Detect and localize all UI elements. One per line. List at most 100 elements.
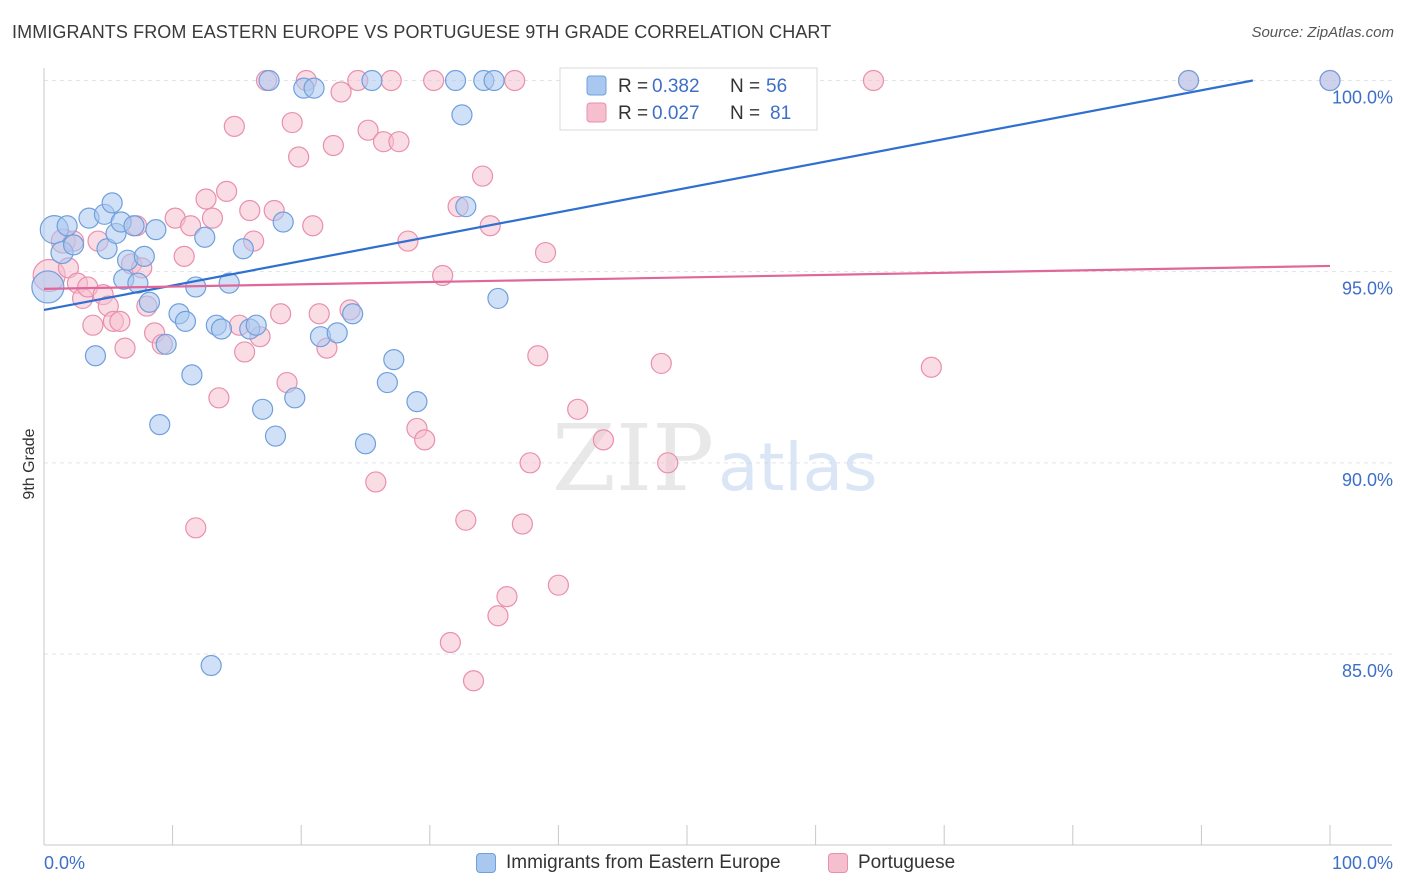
point-eastern-europe: [258, 69, 280, 92]
series-eastern-europe-points: [31, 69, 1341, 677]
point-portuguese: [496, 586, 518, 608]
point-eastern-europe: [252, 398, 274, 420]
point-portuguese: [567, 398, 589, 420]
watermark-atlas: atlas: [718, 429, 878, 506]
point-eastern-europe: [174, 310, 197, 332]
stats-r-label-pink: R =: [618, 103, 648, 124]
point-eastern-europe: [181, 364, 203, 386]
point-eastern-europe: [200, 654, 222, 677]
point-eastern-europe: [138, 291, 161, 313]
point-eastern-europe: [326, 322, 348, 344]
watermark-zip: ZIP: [552, 405, 714, 512]
point-eastern-europe: [361, 69, 383, 92]
point-portuguese: [388, 131, 410, 153]
point-portuguese: [511, 513, 533, 535]
point-eastern-europe: [1319, 69, 1341, 92]
point-portuguese: [234, 341, 256, 363]
point-eastern-europe: [487, 287, 509, 310]
point-eastern-europe: [303, 77, 325, 99]
y-tick-label: 100.0%: [1332, 88, 1393, 108]
point-eastern-europe: [101, 192, 123, 214]
point-portuguese: [109, 310, 131, 332]
point-portuguese: [519, 452, 541, 474]
x-tick-label-left: 0.0%: [44, 853, 85, 873]
x-tick-label-right: 100.0%: [1332, 853, 1393, 873]
legend-swatch-blue: [476, 853, 496, 873]
point-portuguese: [487, 605, 509, 627]
point-eastern-europe: [1177, 69, 1200, 92]
stats-swatch-pink: [586, 102, 607, 123]
point-eastern-europe: [133, 245, 155, 267]
legend-item-portuguese[interactable]: Portuguese: [828, 852, 955, 874]
y-tick-labels: 100.0% 95.0% 90.0% 85.0%: [1332, 88, 1393, 682]
point-eastern-europe: [383, 349, 405, 371]
stats-r-value-blue: 0.382: [652, 76, 700, 97]
point-portuguese: [357, 119, 379, 141]
point-eastern-europe: [284, 387, 306, 409]
point-portuguese: [439, 631, 461, 654]
point-portuguese: [527, 345, 549, 367]
point-eastern-europe: [264, 425, 287, 447]
point-eastern-europe: [123, 215, 145, 237]
point-portuguese: [455, 509, 477, 531]
stats-swatch-blue: [586, 75, 607, 96]
point-portuguese: [471, 165, 494, 187]
point-portuguese: [504, 69, 526, 92]
axes: [43, 68, 1392, 846]
point-eastern-europe: [245, 314, 267, 336]
gridlines: [44, 80, 1392, 655]
point-portuguese: [208, 387, 230, 409]
point-eastern-europe: [451, 104, 473, 126]
point-portuguese: [180, 215, 202, 237]
point-portuguese: [423, 69, 445, 92]
legend-label-portuguese: Portuguese: [858, 852, 956, 873]
point-eastern-europe: [210, 318, 233, 340]
point-eastern-europe: [232, 238, 254, 260]
stats-r-value-pink: 0.027: [652, 103, 700, 124]
point-eastern-europe: [56, 215, 78, 237]
chart-title: IMMIGRANTS FROM EASTERN EUROPE VS PORTUG…: [12, 22, 832, 42]
point-portuguese: [592, 429, 615, 451]
point-portuguese: [270, 303, 292, 325]
point-eastern-europe: [84, 345, 107, 367]
point-eastern-europe: [194, 226, 216, 248]
point-portuguese: [920, 356, 942, 378]
point-portuguese: [239, 199, 261, 222]
point-eastern-europe: [62, 234, 85, 256]
point-portuguese: [114, 337, 136, 359]
point-portuguese: [288, 146, 310, 168]
point-portuguese: [380, 69, 402, 92]
stats-r-label-blue: R =: [618, 76, 648, 97]
point-portuguese: [365, 471, 387, 493]
point-portuguese: [862, 69, 885, 92]
point-portuguese: [650, 352, 672, 375]
point-eastern-europe: [376, 371, 398, 394]
point-portuguese: [534, 241, 557, 264]
stats-n-value-pink: 81: [770, 103, 791, 124]
bottom-legend: Immigrants from Eastern Europe Portugues…: [0, 852, 1406, 878]
point-portuguese: [657, 452, 679, 474]
y-tick-label: 85.0%: [1342, 661, 1393, 681]
point-portuguese: [82, 314, 104, 336]
stats-n-value-blue: 56: [766, 76, 787, 97]
point-portuguese: [322, 134, 344, 157]
point-eastern-europe: [354, 433, 377, 455]
point-portuguese: [185, 517, 207, 539]
point-eastern-europe: [145, 219, 167, 241]
point-eastern-europe: [483, 69, 505, 92]
point-portuguese: [432, 264, 454, 287]
point-eastern-europe: [155, 333, 177, 355]
point-eastern-europe: [31, 270, 65, 304]
point-portuguese: [462, 670, 485, 692]
point-portuguese: [216, 180, 238, 202]
point-portuguese: [281, 111, 303, 134]
stats-n-label-blue: N =: [730, 76, 760, 97]
point-eastern-europe: [406, 391, 428, 413]
point-portuguese: [308, 303, 330, 325]
legend-item-eastern-europe[interactable]: Immigrants from Eastern Europe: [476, 852, 781, 874]
trend-lines: [43, 79, 1331, 311]
point-eastern-europe: [455, 196, 477, 218]
legend-swatch-pink: [828, 853, 848, 873]
point-portuguese: [547, 574, 570, 596]
point-portuguese: [330, 81, 352, 103]
